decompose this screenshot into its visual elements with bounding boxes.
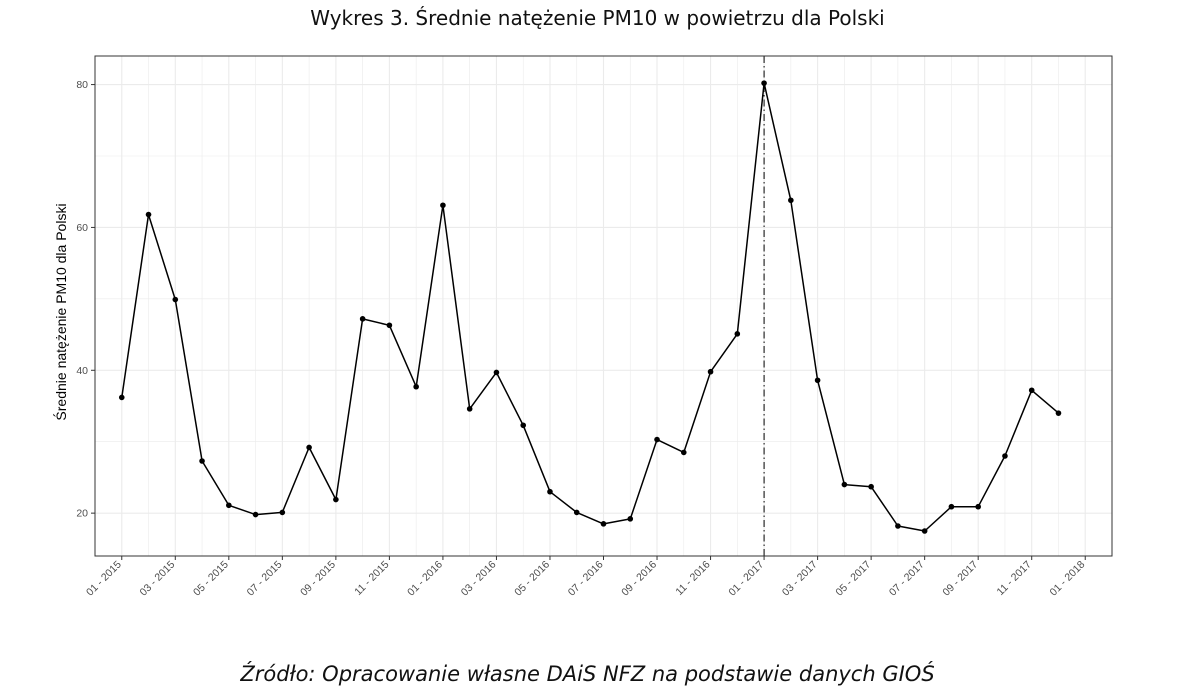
x-tick-label: 03 - 2016 [459, 559, 499, 599]
data-point [413, 383, 419, 390]
x-tick-label: 01 - 2017 [726, 559, 766, 599]
data-point [493, 369, 500, 376]
x-tick-label: 07 - 2017 [887, 559, 927, 599]
y-tick-label: 20 [76, 508, 88, 520]
data-point [948, 503, 955, 510]
x-tick-label: 09 - 2016 [619, 559, 659, 599]
data-point [707, 368, 714, 375]
data-point [279, 509, 286, 516]
data-point [1028, 387, 1035, 394]
x-tick-label: 01 - 2018 [1047, 559, 1087, 599]
data-point [333, 496, 339, 503]
data-point [814, 377, 821, 384]
x-tick-label: 07 - 2015 [245, 559, 285, 599]
data-point [199, 458, 205, 464]
y-tick-label: 40 [76, 365, 88, 377]
x-tick-label: 03 - 2017 [780, 559, 820, 599]
y-tick-label: 60 [76, 222, 88, 234]
series-line-layer [121, 82, 1059, 532]
data-point [654, 436, 660, 443]
data-point [252, 511, 259, 518]
x-tick-label: 09 - 2017 [940, 559, 980, 599]
data-point [172, 296, 179, 303]
data-point [895, 523, 901, 529]
data-point [573, 509, 580, 516]
data-point [921, 528, 928, 534]
data-point [118, 394, 125, 401]
x-tick-label: 01 - 2016 [405, 559, 445, 599]
x-tick-label: 09 - 2015 [298, 559, 338, 599]
data-point [841, 481, 848, 488]
data-point [1002, 453, 1008, 459]
data-point [600, 521, 607, 527]
data-point [734, 331, 741, 337]
data-point [306, 444, 312, 451]
x-axis: 01 - 2015 03 - 2015 05 - 2015 07 - 2015 09 -… [84, 556, 1087, 598]
data-point [788, 197, 794, 204]
data-point [680, 449, 687, 456]
x-tick-label: 01 - 2015 [84, 559, 124, 599]
data-point [226, 502, 232, 509]
grid-lines [95, 56, 1112, 556]
data-point [547, 488, 553, 495]
y-axis-label: Średnie natężenie PM10 dla Polski [52, 203, 69, 420]
data-point [466, 406, 473, 412]
data-point [1055, 410, 1062, 416]
x-tick-label: 07 - 2016 [566, 559, 606, 599]
data-point [440, 202, 446, 209]
x-tick-label: 05 - 2015 [191, 559, 231, 599]
x-tick-label: 11 - 2015 [352, 559, 391, 598]
data-point [761, 80, 767, 86]
x-tick-label: 11 - 2017 [995, 559, 1034, 598]
x-tick-label: 05 - 2017 [833, 559, 873, 599]
chart-title: Wykres 3. Średnie natężenie PM10 w powie… [310, 6, 885, 30]
series-line [121, 82, 1059, 532]
y-axis: 20 40 60 80 [76, 79, 95, 520]
data-point [145, 211, 152, 218]
data-points [118, 80, 1062, 534]
y-tick-label: 80 [76, 79, 88, 91]
data-point [627, 516, 634, 522]
x-tick-label: 05 - 2016 [512, 559, 552, 599]
x-tick-label: 11 - 2016 [673, 559, 712, 598]
data-point [359, 316, 366, 322]
source-note: Źródło: Opracowanie własne DAiS NFZ na p… [240, 662, 935, 686]
data-point [868, 483, 874, 490]
data-point [386, 322, 393, 329]
data-point [975, 503, 981, 510]
data-point [520, 422, 527, 429]
x-tick-label: 03 - 2015 [138, 559, 178, 599]
